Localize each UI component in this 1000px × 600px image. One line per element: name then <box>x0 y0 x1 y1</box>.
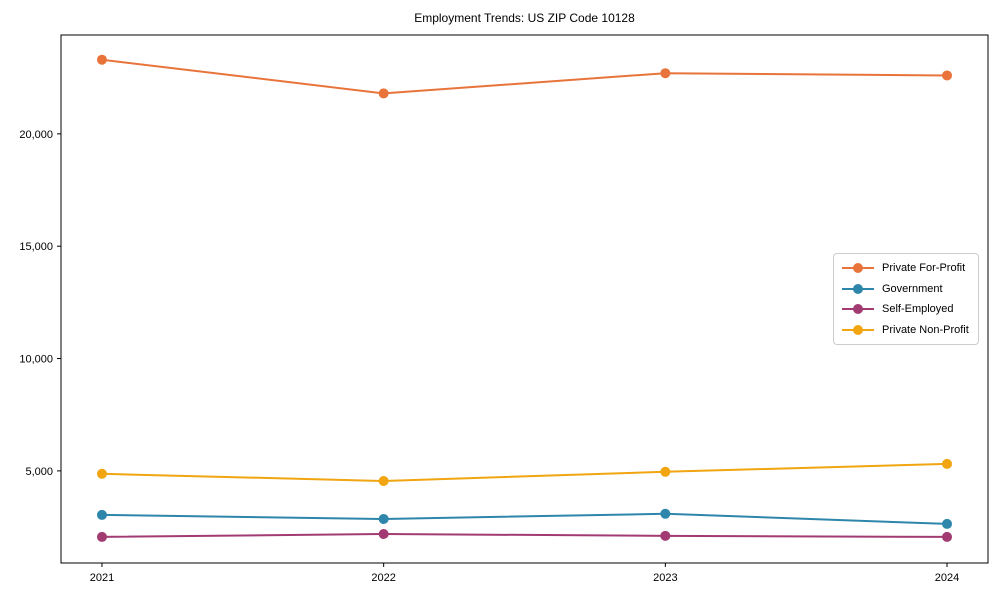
data-point <box>942 458 953 469</box>
legend-item: Self-Employed <box>841 299 971 319</box>
series-self-employed <box>96 529 953 542</box>
data-point <box>942 70 953 81</box>
legend-marker-icon <box>842 283 874 294</box>
data-point <box>96 509 107 520</box>
series-private-non-profit <box>96 458 953 486</box>
y-tick-label: 15,000 <box>19 241 53 253</box>
x-axis: 2021 2022 2023 2024 <box>90 563 959 584</box>
data-point <box>660 68 671 79</box>
y-tick-label: 20,000 <box>19 129 53 141</box>
y-tick-label: 10,000 <box>19 354 53 366</box>
data-point <box>96 54 107 65</box>
data-point <box>96 531 107 542</box>
data-point <box>378 88 389 99</box>
axes-frame <box>60 34 989 564</box>
data-point <box>96 468 107 479</box>
legend-marker-icon <box>842 263 874 274</box>
legend-label: Government <box>882 282 943 295</box>
series-line <box>100 512 949 525</box>
data-point <box>660 466 671 477</box>
legend-label: Self-Employed <box>882 303 954 316</box>
series-line <box>100 58 949 95</box>
legend-label: Private For-Profit <box>882 262 966 275</box>
data-point <box>378 475 389 486</box>
chart-title: Employment Trends: US ZIP Code 10128 <box>414 11 635 25</box>
legend-item: Government <box>841 279 971 299</box>
legend: Private For-Profit Government Self-Employe… <box>833 253 979 345</box>
x-tick-label: 2023 <box>653 572 677 584</box>
data-point <box>660 530 671 541</box>
x-tick-label: 2024 <box>935 572 959 584</box>
x-tick-label: 2022 <box>371 572 395 584</box>
data-point <box>660 508 671 519</box>
data-point <box>378 513 389 524</box>
data-point <box>378 529 389 540</box>
x-tick-label: 2021 <box>90 572 114 584</box>
series-line <box>100 462 949 482</box>
legend-marker-icon <box>842 304 874 315</box>
legend-item: Private For-Profit <box>841 258 971 278</box>
y-tick-label: 5,000 <box>25 466 53 478</box>
legend-label: Private Non-Profit <box>882 323 969 336</box>
data-point <box>942 531 953 542</box>
legend-item: Private Non-Profit <box>841 320 971 340</box>
series-line <box>100 533 949 538</box>
series-government <box>96 508 953 529</box>
series-private-for-profit <box>96 54 953 99</box>
legend-marker-icon <box>842 324 874 335</box>
y-axis: 5,000 10,000 15,000 20,000 <box>19 129 61 478</box>
data-point <box>942 518 953 529</box>
